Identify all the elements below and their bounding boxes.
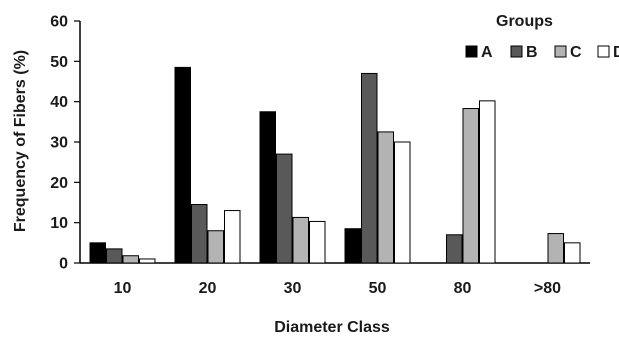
x-tick-label: >80 [534,280,561,297]
y-tick-label: 40 [50,94,68,111]
x-tick-label: 50 [369,280,387,297]
legend-title: Groups [496,13,553,30]
bar-d-2 [309,220,326,264]
bar-a-2 [259,111,276,264]
x-tick-label: 20 [199,280,217,297]
x-tick-label: 10 [114,280,132,297]
legend-swatch-d [597,45,610,58]
bar-a-3 [344,228,361,264]
bar-b-3 [361,72,378,264]
bar-b-4 [446,234,463,264]
bar-b-0 [106,248,123,264]
y-axis: 0 10 20 30 40 50 60 [50,14,81,273]
x-tick-label: 30 [284,280,302,297]
legend-swatch-b [510,45,523,58]
bar-c-4 [462,108,479,264]
y-tick-label: 20 [50,175,68,192]
bar-c-2 [292,216,309,264]
bar-c-3 [377,131,394,264]
y-tick-label: 10 [50,215,68,232]
bar-c-1 [207,230,224,264]
legend: Groups A B C D [465,13,619,61]
bar-d-3 [394,141,411,264]
bar-b-1 [191,204,208,264]
bars [89,66,581,264]
bar-d-5 [564,242,581,264]
y-tick-label: 30 [50,135,68,152]
y-tick-label: 60 [50,14,68,31]
x-axis-label: Diameter Class [274,319,390,336]
bar-b-2 [276,153,293,264]
legend-label-b: B [526,44,538,61]
y-axis-label: Frequency of Fibers (%) [12,50,29,232]
legend-label-a: A [481,44,493,61]
x-axis: 10 20 30 50 80 >80 [80,262,590,297]
bar-c-0 [122,255,139,264]
bar-d-1 [224,210,241,264]
bar-a-0 [89,242,106,264]
y-tick-label: 0 [59,256,68,273]
x-tick-label: 80 [454,280,472,297]
bar-d-0 [139,258,156,264]
legend-swatch-c [554,45,567,58]
bar-c-5 [547,233,564,264]
bar-a-1 [174,66,191,264]
legend-label-c: C [570,44,582,61]
legend-label-d: D [613,44,619,61]
legend-swatch-a [465,45,478,58]
y-tick-label: 50 [50,54,68,71]
bar-d-4 [479,100,496,264]
